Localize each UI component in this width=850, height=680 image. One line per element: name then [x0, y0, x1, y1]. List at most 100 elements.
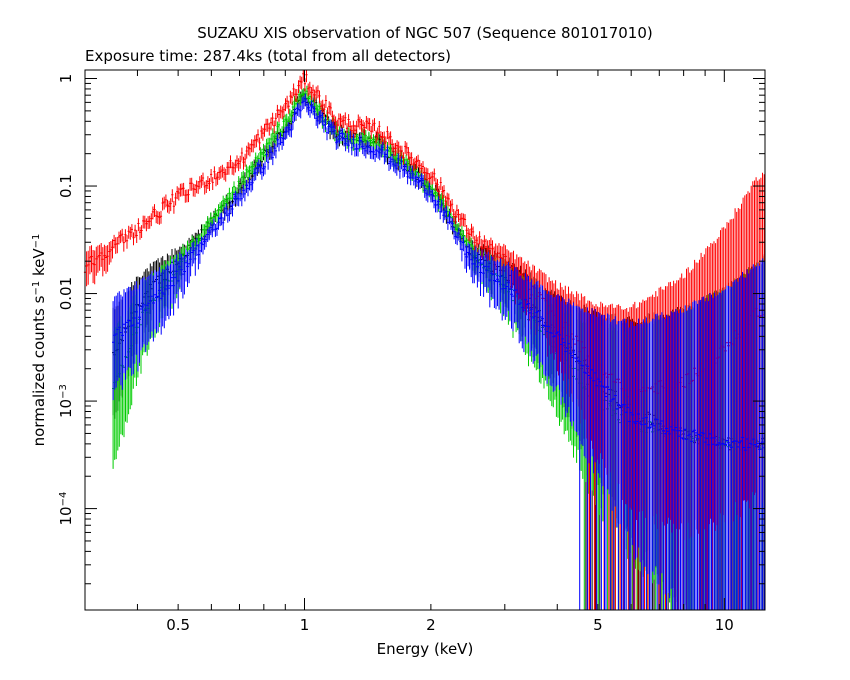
y-tick-label-exp: −4 — [58, 492, 69, 507]
data-point — [547, 290, 550, 377]
data-point — [453, 226, 456, 240]
data-point — [756, 263, 760, 610]
data-point — [307, 102, 310, 116]
data-point — [250, 161, 253, 175]
data-point — [405, 161, 408, 175]
data-point — [231, 203, 234, 217]
data-point — [539, 284, 542, 363]
data-point — [713, 292, 716, 610]
data-point — [251, 161, 254, 175]
data-point — [226, 193, 229, 206]
data-point — [206, 176, 209, 189]
data-point — [132, 232, 135, 246]
data-point — [349, 130, 352, 144]
data-point — [298, 89, 301, 103]
data-point — [425, 187, 428, 201]
data-point — [156, 211, 159, 224]
data-point — [412, 172, 415, 186]
data-point — [358, 116, 361, 130]
data-point — [575, 305, 578, 432]
data-point — [167, 265, 170, 320]
data-point — [519, 275, 522, 342]
data-point — [387, 158, 391, 171]
data-point — [315, 112, 318, 126]
data-point — [219, 213, 222, 227]
data-point — [231, 161, 234, 175]
data-point — [273, 142, 276, 156]
data-point — [421, 161, 425, 174]
data-point — [394, 142, 397, 156]
data-point — [592, 314, 595, 474]
data-point — [436, 199, 439, 213]
data-point — [632, 325, 635, 610]
data-point — [598, 313, 601, 478]
data-point — [119, 230, 122, 244]
data-point — [85, 251, 88, 287]
data-point — [169, 198, 172, 212]
data-point — [208, 227, 211, 241]
data-point — [266, 118, 269, 132]
data-point — [708, 293, 711, 610]
data-point — [550, 295, 553, 387]
data-point — [201, 224, 205, 238]
data-point — [586, 307, 589, 610]
data-point — [146, 277, 149, 345]
data-point — [532, 285, 535, 364]
data-point — [185, 189, 188, 203]
data-point — [454, 231, 457, 244]
data-point — [508, 266, 511, 321]
data-point — [363, 143, 366, 157]
data-point — [147, 275, 150, 342]
data-point — [369, 146, 372, 159]
data-point — [142, 215, 145, 229]
data-point — [335, 137, 338, 150]
data-point — [274, 131, 277, 144]
data-point — [473, 250, 476, 284]
data-point — [350, 125, 353, 139]
data-point — [189, 247, 192, 277]
data-point — [180, 253, 183, 292]
data-point — [389, 156, 392, 170]
data-point — [561, 297, 564, 398]
data-point — [308, 104, 312, 118]
data-point — [462, 236, 465, 252]
data-point — [750, 268, 753, 610]
data-point — [432, 195, 436, 209]
data-point — [360, 119, 363, 132]
data-point — [684, 305, 687, 610]
data-point — [147, 216, 150, 229]
data-point — [609, 321, 612, 610]
data-point — [612, 319, 615, 610]
data-point — [395, 162, 398, 176]
data-point — [698, 300, 701, 610]
data-point — [194, 246, 197, 276]
data-point — [87, 250, 90, 285]
data-point — [163, 196, 166, 210]
chart-title: SUZAKU XIS observation of NGC 507 (Seque… — [197, 24, 653, 42]
data-point — [457, 209, 460, 222]
data-point — [129, 226, 132, 240]
data-point — [626, 319, 629, 532]
y-tick-label-base: 0.01 — [57, 277, 75, 310]
data-point — [248, 143, 251, 157]
data-point — [268, 122, 271, 136]
plot-frame — [84, 69, 766, 611]
data-point — [308, 81, 311, 95]
data-point — [285, 113, 288, 127]
data-point — [654, 314, 657, 567]
data-point — [344, 112, 347, 126]
data-point — [617, 321, 620, 610]
data-point — [182, 182, 185, 196]
x-tick-label: 10 — [715, 616, 734, 634]
data-point — [339, 113, 342, 127]
data-point — [224, 168, 227, 182]
data-point — [510, 269, 513, 329]
data-point — [164, 194, 167, 208]
data-point — [649, 321, 653, 610]
data-point — [210, 169, 213, 182]
y-tick-label-base: 0.1 — [57, 174, 75, 198]
data-point — [245, 180, 248, 193]
data-point — [214, 173, 218, 187]
data-point — [433, 168, 436, 182]
data-point — [488, 240, 491, 261]
